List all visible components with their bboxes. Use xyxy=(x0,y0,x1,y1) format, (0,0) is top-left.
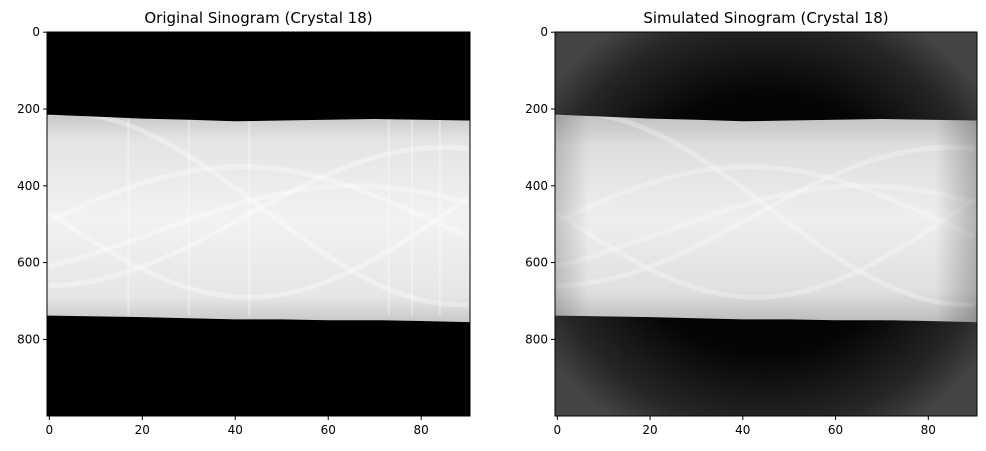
y-tick-label: 800 xyxy=(525,332,548,346)
y-tick-label: 800 xyxy=(17,332,40,346)
streak-3 xyxy=(248,114,251,316)
x-tick-label: 80 xyxy=(921,423,936,437)
y-tick-label: 200 xyxy=(17,102,40,116)
trace-1 xyxy=(47,197,470,300)
x-tick-label: 80 xyxy=(414,423,429,437)
streak-2 xyxy=(187,114,190,316)
y-tick-label: 400 xyxy=(17,179,40,193)
streak-4 xyxy=(387,114,390,316)
y-tick-label: 600 xyxy=(525,256,548,270)
y-tick-label: 400 xyxy=(525,179,548,193)
sinogram-band xyxy=(47,114,470,323)
chart-title: Simulated Sinogram (Crystal 18) xyxy=(643,9,888,27)
axes-frame xyxy=(46,31,471,417)
trace-3 xyxy=(48,164,469,239)
trace-5 xyxy=(48,183,469,269)
chart-title: Original Sinogram (Crystal 18) xyxy=(144,9,372,27)
x-tick-label: 40 xyxy=(228,423,243,437)
trace-2 xyxy=(49,144,468,289)
trace-4 xyxy=(49,114,468,308)
y-tick-label: 600 xyxy=(17,256,40,270)
x-tick-label: 60 xyxy=(321,423,336,437)
x-tick-label: 60 xyxy=(828,423,843,437)
streak-5 xyxy=(410,114,413,316)
x-tick-label: 20 xyxy=(135,423,150,437)
x-tick-label: 20 xyxy=(642,423,657,437)
x-tick-label: 40 xyxy=(735,423,750,437)
streak-6 xyxy=(438,114,441,316)
x-tick-label: 0 xyxy=(46,423,54,437)
streak-1 xyxy=(127,114,130,316)
x-tick-label: 0 xyxy=(553,423,561,437)
axes-frame xyxy=(554,31,978,417)
y-tick-label: 0 xyxy=(32,25,40,39)
sinogram-traces xyxy=(47,114,470,308)
y-tick-label: 0 xyxy=(540,25,548,39)
y-tick-label: 200 xyxy=(525,102,548,116)
band-edge-shading xyxy=(555,114,977,323)
